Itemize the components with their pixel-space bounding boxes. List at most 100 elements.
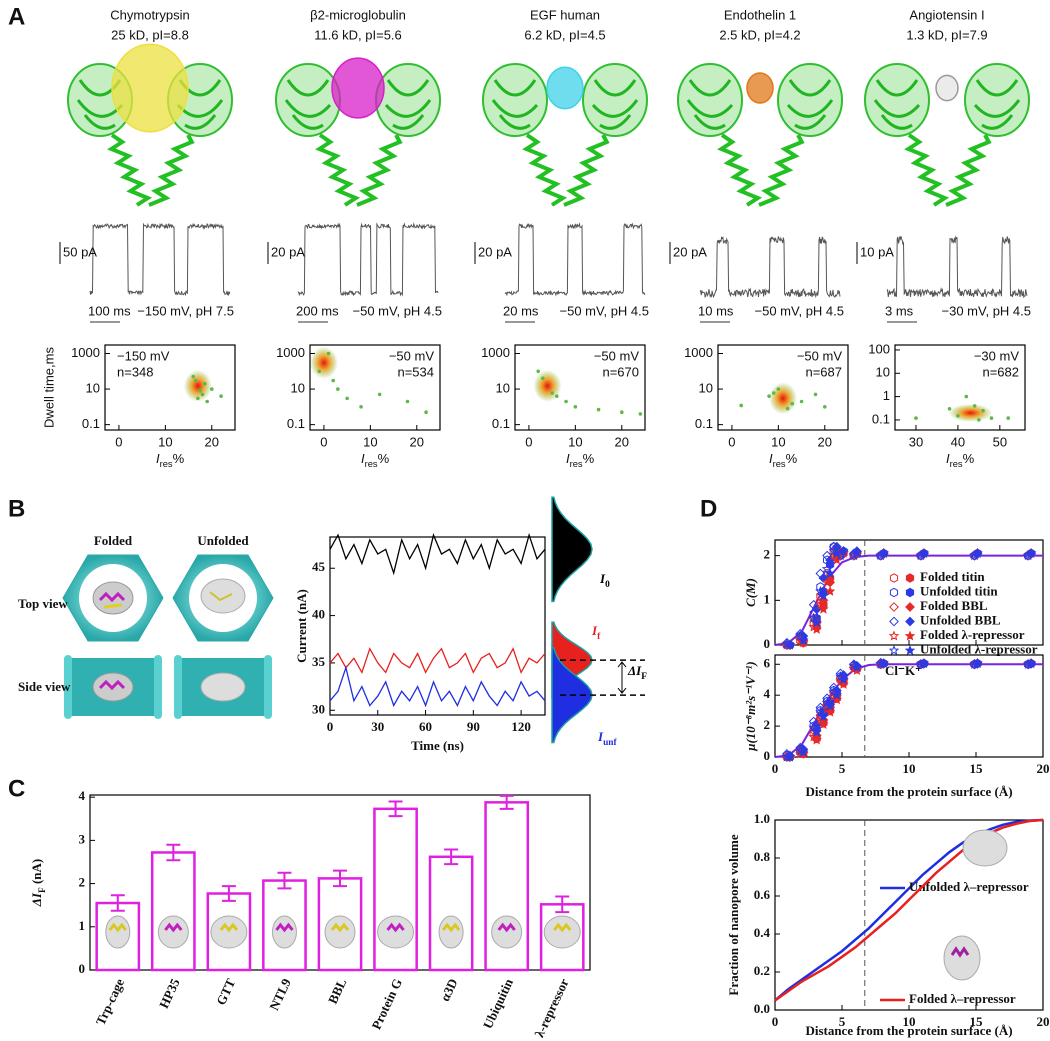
point — [638, 412, 643, 416]
point — [359, 405, 363, 409]
time-scale: 20 ms — [503, 303, 539, 318]
y-tick-label: 10 — [876, 365, 890, 380]
protein-icon — [962, 829, 1008, 867]
protein-icon-helix — [164, 922, 183, 933]
y-tick-label: 0 — [764, 748, 771, 763]
pore-helix — [717, 133, 763, 207]
point — [815, 585, 826, 596]
protein-icon-helix — [330, 922, 350, 933]
point — [191, 374, 196, 379]
legend-marker — [904, 644, 916, 655]
histogram — [551, 496, 593, 603]
x-tick-label: 10 — [903, 761, 916, 776]
protein-icon-helix — [275, 922, 294, 933]
legend-label: Folded λ–repressor — [909, 991, 1016, 1006]
label-part: (nA) — [29, 859, 44, 888]
pore-helix — [904, 133, 950, 207]
legend-marker — [888, 630, 900, 641]
y-axis-label: ΔIF (nA) — [29, 859, 48, 907]
pore-strands — [491, 79, 539, 130]
x-axis-label: Time (ns) — [411, 738, 464, 753]
legend-marker — [905, 602, 915, 612]
x-tick-label: Trp-cage — [93, 976, 128, 1027]
error-bar — [388, 800, 403, 818]
y-tick-label: 1 — [883, 388, 890, 403]
current-scale: 50 pA — [63, 244, 97, 259]
legend-marker — [888, 644, 900, 655]
legend-label: Folded titin — [920, 569, 985, 584]
x-tick-label: 15 — [970, 761, 984, 776]
panel-label: C — [8, 775, 25, 802]
x-tick-label: 30 — [371, 719, 384, 734]
point — [785, 406, 790, 411]
x-tick-label: Ubiquitin — [480, 976, 517, 1031]
y-tick-label: 0.6 — [754, 887, 771, 902]
current-scale: 20 pA — [673, 244, 707, 259]
point — [193, 378, 198, 383]
legend-marker — [904, 630, 916, 641]
y-tick-label: 35 — [312, 654, 326, 669]
plot-frame — [104, 344, 236, 431]
error-bar — [333, 869, 347, 888]
subscript: 0 — [605, 580, 610, 590]
x-tick-label: 20 — [1037, 1014, 1050, 1029]
legend-header: Cl⁻ — [885, 663, 905, 678]
protein-title: Angiotensin I — [909, 7, 984, 22]
y-tick-label: 0 — [764, 636, 771, 651]
point — [824, 700, 836, 711]
point — [331, 378, 336, 383]
annotation: −50 mV — [389, 348, 434, 363]
density-core — [533, 369, 562, 402]
annotation: −50 mV — [594, 348, 639, 363]
point — [818, 573, 829, 583]
x-tick-label: λ-repressor — [531, 976, 571, 1040]
point — [824, 706, 836, 717]
y-tick-label: 0.8 — [754, 849, 771, 864]
label-part: ΔI — [627, 663, 642, 678]
label-part: I — [599, 571, 606, 586]
x-tick-label: 0 — [525, 434, 532, 449]
plot-frame — [894, 344, 1026, 431]
condition: −50 mV, pH 4.5 — [353, 303, 443, 318]
legend-label: Folded λ-repressor — [920, 627, 1025, 642]
x-tick-label: 0 — [115, 434, 122, 449]
density-core — [948, 403, 993, 422]
y-tick-label: 1 — [79, 918, 86, 933]
point — [956, 414, 960, 418]
x-tick-label: 20 — [615, 434, 629, 449]
error-bar — [166, 843, 181, 862]
pore-helix — [758, 134, 805, 207]
point — [336, 387, 340, 391]
point — [831, 547, 843, 558]
pore-domain — [777, 63, 843, 137]
y-tick-label: 0.1 — [287, 416, 305, 431]
point — [198, 388, 202, 393]
protein-subtitle: 1.3 kD, pI=7.9 — [906, 27, 987, 42]
protein-icon-helix — [108, 922, 127, 933]
point — [795, 630, 806, 641]
point — [824, 567, 836, 578]
protein — [746, 72, 774, 104]
y-axis-label: Dwell time,ms — [41, 347, 56, 428]
label-part: % — [173, 451, 185, 466]
legend-marker — [889, 587, 899, 598]
label-part: I — [361, 451, 365, 466]
y-tick-label: 2 — [79, 875, 86, 890]
label-part: % — [583, 451, 595, 466]
current-trace — [89, 222, 231, 297]
legend-marker — [889, 573, 899, 583]
point — [851, 661, 863, 672]
subscript: res — [570, 459, 583, 469]
density-core — [769, 382, 797, 415]
plot-frame — [329, 536, 546, 716]
y-tick-label: 4 — [79, 788, 86, 803]
label-part: ΔI — [29, 892, 44, 907]
pore-strands — [873, 79, 921, 130]
point — [824, 585, 836, 596]
view-label: Folded — [94, 533, 133, 548]
protein-title: Chymotrypsin — [110, 7, 189, 22]
label-part: % — [963, 451, 975, 466]
protein-icon — [943, 935, 981, 981]
point — [831, 554, 843, 565]
condition: −50 mV, pH 4.5 — [560, 303, 650, 318]
